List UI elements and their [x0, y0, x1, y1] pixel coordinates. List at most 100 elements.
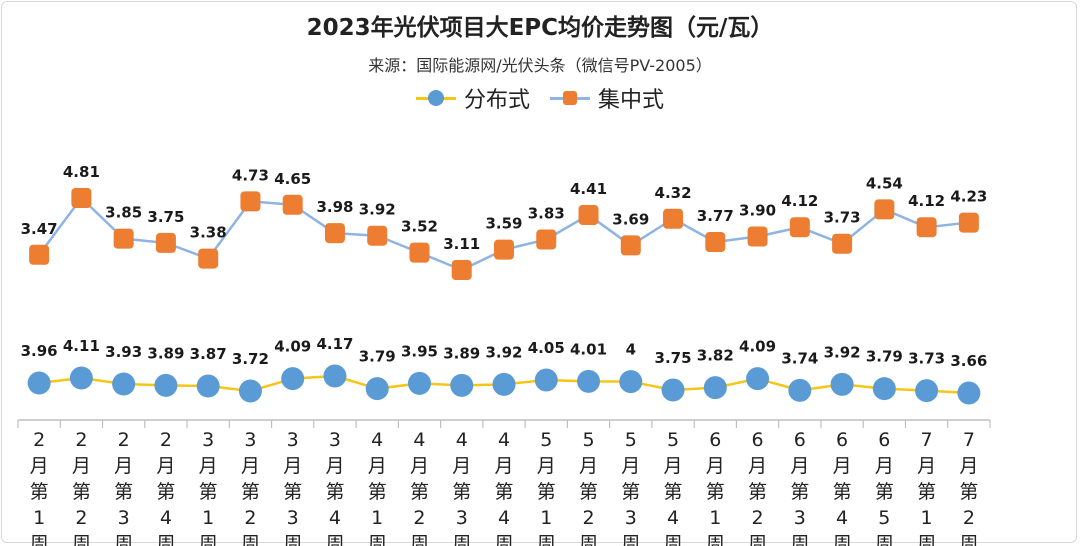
data-point-centralized	[494, 239, 514, 260]
data-point-distributed	[788, 378, 812, 402]
data-point-centralized	[71, 188, 92, 208]
data-point-centralized	[282, 194, 303, 215]
data-point-centralized	[367, 225, 388, 246]
data-label-centralized: 3.98	[316, 198, 353, 216]
data-point-centralized	[198, 248, 219, 269]
data-label-centralized: 4.12	[781, 192, 818, 210]
data-label-distributed: 3.79	[359, 348, 396, 366]
data-label-distributed: 4.17	[316, 335, 353, 353]
x-tick-label: 3 月第 1 周	[199, 429, 218, 546]
data-label-centralized: 3.83	[528, 205, 565, 223]
data-label-centralized: 3.92	[359, 201, 396, 219]
data-point-distributed	[112, 372, 136, 396]
data-label-distributed: 3.66	[950, 352, 987, 370]
data-point-centralized	[409, 242, 430, 263]
data-point-centralized	[536, 229, 557, 250]
x-tick-label: 5 月第 3 周	[621, 429, 640, 546]
data-point-distributed	[703, 376, 727, 400]
x-tick-label: 3 月第 4 周	[325, 429, 344, 546]
data-point-distributed	[746, 367, 770, 391]
data-point-centralized	[874, 199, 895, 220]
x-tick-label: 6 月第 2 周	[748, 429, 767, 546]
data-point-centralized	[620, 235, 641, 256]
data-point-centralized	[240, 191, 261, 212]
data-point-distributed	[69, 366, 93, 390]
data-point-distributed	[661, 378, 685, 402]
data-point-centralized	[916, 217, 937, 238]
data-point-distributed	[27, 371, 51, 395]
data-label-distributed: 3.95	[401, 342, 438, 360]
data-label-centralized: 3.11	[443, 235, 480, 253]
data-point-distributed	[365, 377, 389, 401]
data-label-distributed: 3.92	[485, 343, 522, 361]
data-label-centralized: 4.54	[866, 174, 903, 192]
x-tick-label: 6 月第 5 周	[875, 429, 894, 546]
data-label-distributed: 3.79	[866, 348, 903, 366]
data-label-distributed: 3.96	[21, 342, 58, 360]
data-point-centralized	[789, 217, 810, 238]
data-point-distributed	[492, 372, 516, 396]
data-point-centralized	[155, 232, 176, 253]
data-point-centralized	[451, 260, 472, 280]
data-point-distributed	[450, 373, 474, 397]
data-label-centralized: 4.41	[570, 180, 607, 198]
data-label-distributed: 3.72	[232, 350, 269, 368]
data-label-centralized: 4.32	[655, 184, 692, 202]
x-tick-label: 6 月第 3 周	[790, 429, 809, 546]
data-label-distributed: 3.87	[190, 345, 227, 363]
data-label-centralized: 4.73	[232, 166, 269, 184]
data-point-distributed	[957, 381, 981, 405]
data-label-centralized: 3.47	[21, 220, 58, 238]
chart-title: 2023年光伏项目大EPC均价走势图（元/瓦）	[306, 15, 774, 41]
data-label-centralized: 3.69	[612, 210, 649, 228]
data-label-centralized: 4.12	[908, 192, 945, 210]
x-tick-label: 5 月第 4 周	[664, 429, 683, 546]
data-label-distributed: 4	[626, 341, 636, 359]
data-point-centralized	[832, 233, 853, 254]
data-point-distributed	[619, 370, 643, 394]
data-point-centralized	[663, 208, 684, 229]
x-tick-label: 3 月第 3 周	[283, 429, 302, 546]
data-point-distributed	[830, 372, 854, 396]
x-tick-label: 4 月第 3 周	[452, 429, 471, 546]
data-label-distributed: 4.05	[528, 339, 565, 357]
data-point-distributed	[196, 374, 220, 398]
data-point-distributed	[872, 377, 896, 401]
data-label-distributed: 3.89	[147, 344, 184, 362]
data-point-distributed	[281, 367, 305, 391]
data-label-distributed: 3.75	[655, 349, 692, 367]
x-tick-label: 2 月第 4 周	[156, 429, 175, 546]
data-point-distributed	[915, 379, 939, 403]
data-label-distributed: 4.09	[739, 338, 776, 356]
x-tick-label: 2 月第 2 周	[72, 429, 91, 546]
data-point-centralized	[324, 223, 345, 244]
data-label-centralized: 3.75	[147, 208, 184, 226]
legend-marker-square-icon	[550, 88, 590, 108]
x-tick-label: 6 月第 1 周	[706, 429, 725, 546]
x-tick-label: 6 月第 4 周	[833, 429, 852, 546]
data-point-centralized	[578, 204, 599, 225]
data-label-distributed: 4.01	[570, 340, 607, 358]
data-label-distributed: 4.09	[274, 338, 311, 356]
legend-item-distributed: 分布式	[415, 82, 530, 114]
data-label-centralized: 3.52	[401, 218, 438, 236]
legend-label-distributed: 分布式	[463, 88, 530, 113]
data-label-centralized: 4.65	[274, 170, 311, 188]
data-point-centralized	[705, 232, 726, 253]
legend-item-centralized: 集中式	[550, 82, 664, 114]
legend-marker-circle-icon	[415, 88, 456, 108]
x-tick-label: 4 月第 1 周	[368, 429, 387, 546]
data-label-centralized: 3.59	[485, 215, 522, 233]
data-label-centralized: 4.23	[950, 188, 987, 206]
data-label-distributed: 3.93	[105, 343, 142, 361]
x-tick-label: 7 月第 1 周	[917, 429, 936, 546]
x-tick-label: 5 月第 2 周	[579, 429, 598, 546]
x-tick-label: 5 月第 1 周	[537, 429, 556, 546]
data-label-centralized: 3.90	[739, 202, 776, 220]
x-tick-label: 2 月第 1 周	[30, 429, 49, 546]
data-point-centralized	[113, 228, 134, 249]
data-label-centralized: 3.38	[190, 224, 227, 242]
data-point-distributed	[238, 379, 262, 403]
data-label-centralized: 3.73	[824, 209, 861, 227]
